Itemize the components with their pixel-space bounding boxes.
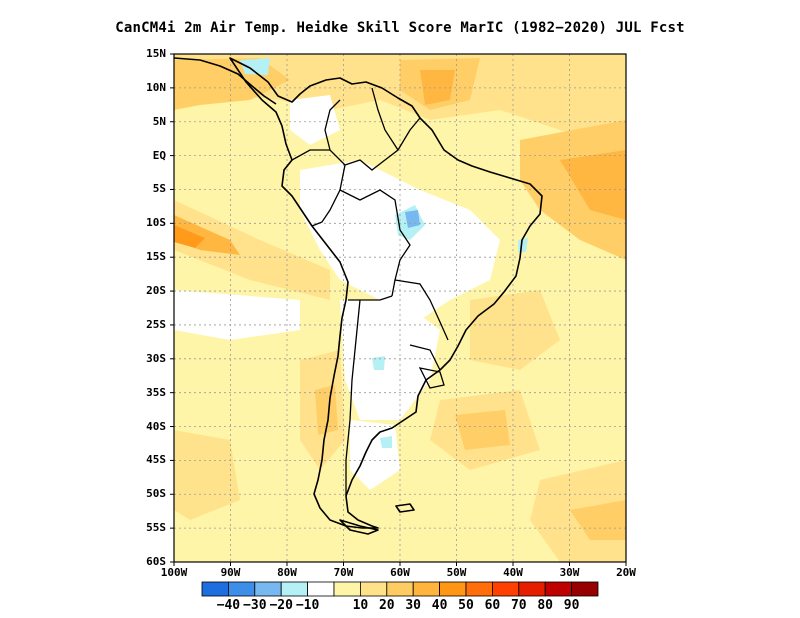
lat-label: 35S bbox=[146, 385, 166, 399]
colorbar-swatch bbox=[439, 581, 467, 597]
tierra-del-fuego bbox=[339, 519, 379, 535]
lon-label: 60W bbox=[390, 566, 410, 579]
colorbar-swatch bbox=[201, 581, 229, 597]
colorbar-label: 30 bbox=[405, 598, 422, 613]
skill-contours bbox=[174, 54, 626, 562]
lat-label: 55S bbox=[146, 521, 166, 535]
lon-label: 30W bbox=[559, 566, 580, 579]
colorbar-swatch bbox=[333, 581, 361, 597]
colorbar-swatch bbox=[359, 581, 388, 597]
lat-label: 40S bbox=[146, 419, 166, 433]
colorbar-swatch bbox=[518, 581, 546, 597]
lon-label: 20W bbox=[616, 566, 636, 579]
colorbar-swatch bbox=[571, 581, 599, 597]
lat-label: 10S bbox=[146, 216, 166, 230]
colorbar-swatch bbox=[254, 581, 282, 597]
lat-label: 15S bbox=[146, 250, 166, 264]
colorbar-swatch bbox=[491, 581, 520, 597]
colorbar-label: 70 bbox=[510, 598, 527, 613]
colorbar-label: 20 bbox=[378, 598, 395, 613]
colorbar-label: 60 bbox=[484, 598, 501, 613]
south-america-coastline bbox=[229, 57, 543, 529]
lat-label: 25S bbox=[146, 317, 166, 331]
colorbar bbox=[201, 581, 599, 597]
colorbar-swatch bbox=[465, 581, 493, 597]
colorbar-label: 50 bbox=[458, 598, 474, 613]
lon-label: 80W bbox=[277, 566, 297, 579]
lon-label: 100W bbox=[160, 566, 188, 579]
colorbar-swatch bbox=[307, 581, 335, 597]
country-borders bbox=[283, 87, 449, 496]
colorbar-label: −40 bbox=[216, 598, 241, 613]
colorbar-label: 90 bbox=[563, 598, 580, 613]
lat-label: 30S bbox=[146, 351, 166, 365]
lon-label: 50W bbox=[446, 566, 467, 579]
lon-label: 70W bbox=[333, 566, 354, 579]
coastlines bbox=[174, 57, 543, 535]
negative-patches bbox=[240, 58, 528, 448]
central-america bbox=[174, 57, 277, 105]
colorbar-label: 80 bbox=[537, 598, 554, 613]
colorbar-swatch bbox=[280, 581, 309, 597]
colorbar-label: −30 bbox=[243, 598, 267, 613]
lat-label: 20S bbox=[146, 284, 166, 298]
lat-label: 50S bbox=[146, 487, 166, 501]
lon-label: 40W bbox=[503, 566, 523, 579]
lon-label: 90W bbox=[220, 566, 241, 579]
map-title: CanCM4i 2m Air Temp. Heidke Skill Score … bbox=[115, 20, 685, 36]
colorbar-swatch bbox=[227, 581, 256, 597]
colorbar-label: 40 bbox=[431, 598, 448, 613]
lat-label: 15N bbox=[146, 47, 166, 60]
colorbar-swatch bbox=[544, 581, 573, 597]
lat-label: 60S bbox=[146, 555, 166, 568]
lat-label: 45S bbox=[146, 453, 166, 467]
lat-label: EQ bbox=[152, 148, 166, 162]
colorbar-label: −10 bbox=[295, 598, 320, 613]
lat-label: 10N bbox=[146, 80, 166, 94]
falklands bbox=[395, 503, 415, 513]
lat-label: 5S bbox=[152, 182, 166, 196]
colorbar-label: −20 bbox=[269, 598, 293, 613]
colorbar-swatch bbox=[412, 581, 441, 597]
colorbar-swatch bbox=[386, 581, 414, 597]
lat-label: 5N bbox=[152, 114, 166, 128]
graticule bbox=[174, 54, 626, 562]
colorbar-label: 10 bbox=[352, 598, 369, 613]
